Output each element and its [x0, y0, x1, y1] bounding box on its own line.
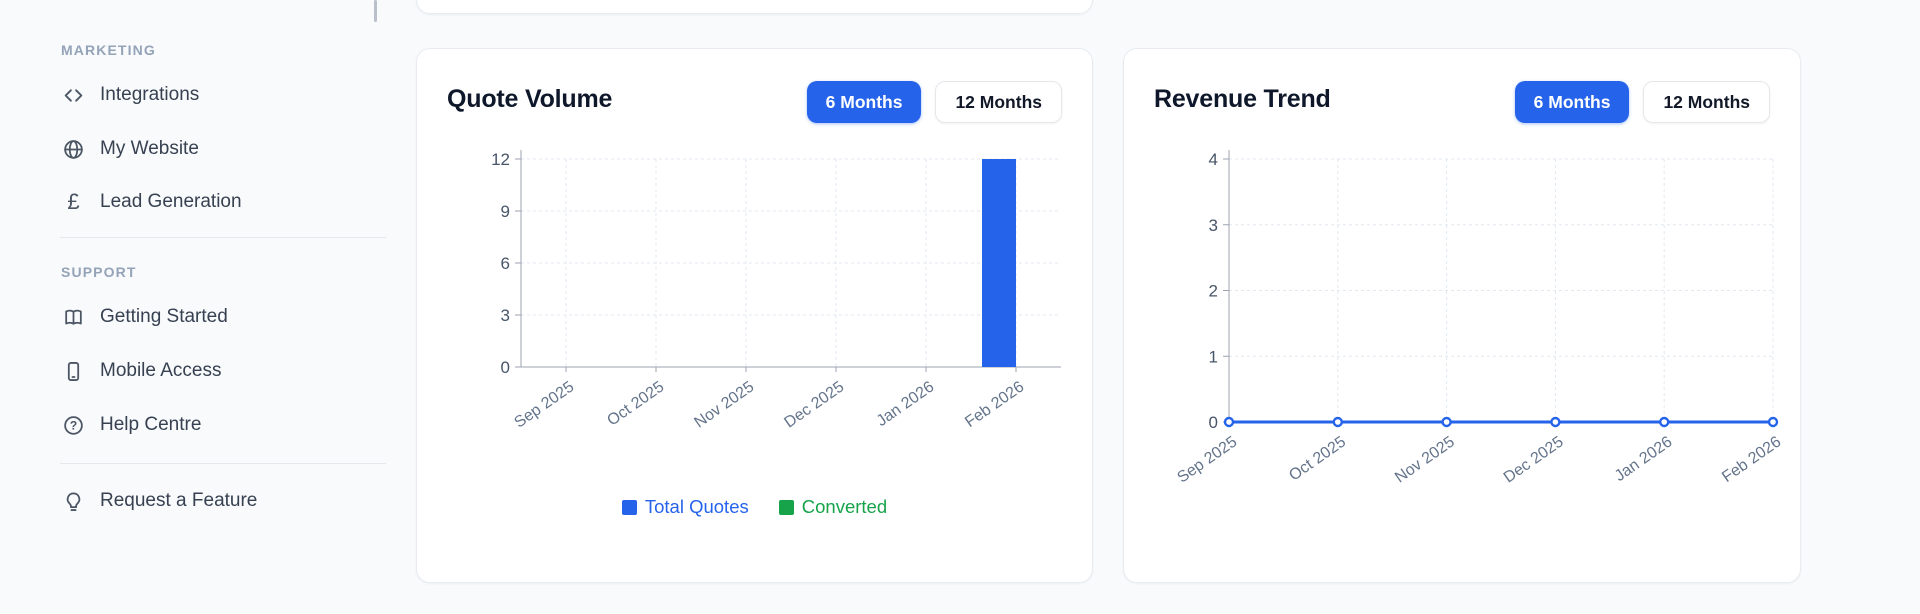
- pound-icon: £: [67, 189, 80, 214]
- svg-text:1: 1: [1209, 347, 1218, 366]
- cropped-card-above: [416, 0, 1093, 14]
- chart-legend: Total Quotes Converted: [417, 496, 1092, 518]
- sidebar-item-label: Mobile Access: [100, 360, 222, 381]
- sidebar-item-mobile-access[interactable]: Mobile Access: [62, 356, 221, 386]
- sidebar-divider: [60, 463, 386, 464]
- code-icon: [62, 84, 85, 107]
- quote-volume-card: 0 3 6 9 12 Sep 2025 Oct 2025 Nov 2025 Dec 2025 Ja…: [416, 48, 1093, 583]
- globe-icon: [62, 138, 85, 161]
- sidebar: MARKETING Integrations My Website £ Lead…: [0, 0, 400, 614]
- sidebar-divider: [60, 237, 386, 238]
- sidebar-item-label: Request a Feature: [100, 490, 258, 511]
- legend-swatch-converted: [778, 499, 794, 515]
- range-12-months-button[interactable]: 12 Months: [1643, 81, 1770, 123]
- phone-icon: [62, 360, 85, 383]
- range-12-months-button[interactable]: 12 Months: [935, 81, 1062, 123]
- sidebar-item-label: Getting Started: [100, 306, 228, 327]
- quote-volume-chart: 0 3 6 9 12 Sep 2025 Oct 2025 Nov 2025 Dec 2025 Ja…: [417, 49, 1092, 582]
- svg-text:9: 9: [501, 202, 510, 221]
- svg-text:?: ?: [70, 418, 77, 432]
- range-toggle-group: 6 Months 12 Months: [806, 81, 1062, 123]
- sidebar-item-getting-started[interactable]: Getting Started: [62, 302, 228, 332]
- svg-text:0: 0: [501, 358, 510, 377]
- sidebar-section-support: SUPPORT: [61, 264, 137, 280]
- chart-title: Quote Volume: [447, 85, 613, 113]
- legend-swatch-total-quotes: [621, 499, 637, 515]
- svg-text:Oct 2025: Oct 2025: [604, 378, 667, 429]
- sidebar-item-label: Integrations: [100, 84, 200, 105]
- svg-text:Oct 2025: Oct 2025: [1286, 433, 1349, 484]
- sidebar-item-my-website[interactable]: My Website: [62, 134, 199, 164]
- sidebar-scrollbar[interactable]: [374, 0, 377, 22]
- svg-text:12: 12: [491, 150, 510, 169]
- svg-text:Feb 2026: Feb 2026: [962, 378, 1027, 431]
- svg-text:0: 0: [1209, 413, 1218, 432]
- legend-item-total-quotes: Total Quotes: [621, 496, 749, 518]
- svg-text:Jan 2026: Jan 2026: [874, 378, 938, 430]
- chart-title: Revenue Trend: [1154, 85, 1331, 113]
- sidebar-item-integrations[interactable]: Integrations: [62, 80, 199, 110]
- sidebar-item-request-a-feature[interactable]: Request a Feature: [62, 486, 257, 516]
- lightbulb-icon: [62, 490, 85, 513]
- range-toggle-group: 6 Months 12 Months: [1514, 81, 1770, 123]
- svg-text:Feb 2026: Feb 2026: [1719, 433, 1784, 486]
- sidebar-item-lead-generation[interactable]: £ Lead Generation: [62, 187, 242, 217]
- svg-text:4: 4: [1209, 150, 1218, 169]
- range-6-months-button[interactable]: 6 Months: [1514, 81, 1630, 123]
- help-circle-icon: ?: [62, 414, 85, 437]
- svg-text:Dec 2025: Dec 2025: [1501, 433, 1567, 486]
- sidebar-item-help-centre[interactable]: ? Help Centre: [62, 410, 201, 440]
- sidebar-item-label: Lead Generation: [100, 191, 242, 212]
- svg-text:Sep 2025: Sep 2025: [1174, 433, 1240, 486]
- svg-text:Nov 2025: Nov 2025: [1392, 433, 1458, 486]
- sidebar-item-label: Help Centre: [100, 414, 202, 435]
- svg-text:Sep 2025: Sep 2025: [511, 378, 577, 431]
- range-6-months-button[interactable]: 6 Months: [806, 81, 922, 123]
- sidebar-section-marketing: MARKETING: [61, 42, 156, 58]
- legend-item-converted: Converted: [778, 496, 888, 518]
- svg-text:2: 2: [1209, 282, 1218, 301]
- legend-label-converted: Converted: [801, 496, 888, 517]
- svg-text:6: 6: [501, 254, 510, 273]
- svg-text:3: 3: [1209, 216, 1218, 235]
- svg-text:Dec 2025: Dec 2025: [781, 378, 847, 431]
- svg-text:Jan 2026: Jan 2026: [1612, 433, 1676, 485]
- legend-label-total-quotes: Total Quotes: [644, 496, 749, 517]
- sidebar-item-label: My Website: [100, 138, 199, 159]
- svg-text:Nov 2025: Nov 2025: [691, 378, 757, 431]
- book-icon: [62, 306, 85, 329]
- revenue-trend-chart: 0 1 2 3 4 Sep 2025 Oct 2025 Nov 2025 Dec 2025 Jan…: [1124, 49, 1800, 582]
- revenue-trend-card: 0 1 2 3 4 Sep 2025 Oct 2025 Nov 2025 Dec 2025 Jan…: [1123, 48, 1801, 583]
- svg-text:3: 3: [501, 306, 510, 325]
